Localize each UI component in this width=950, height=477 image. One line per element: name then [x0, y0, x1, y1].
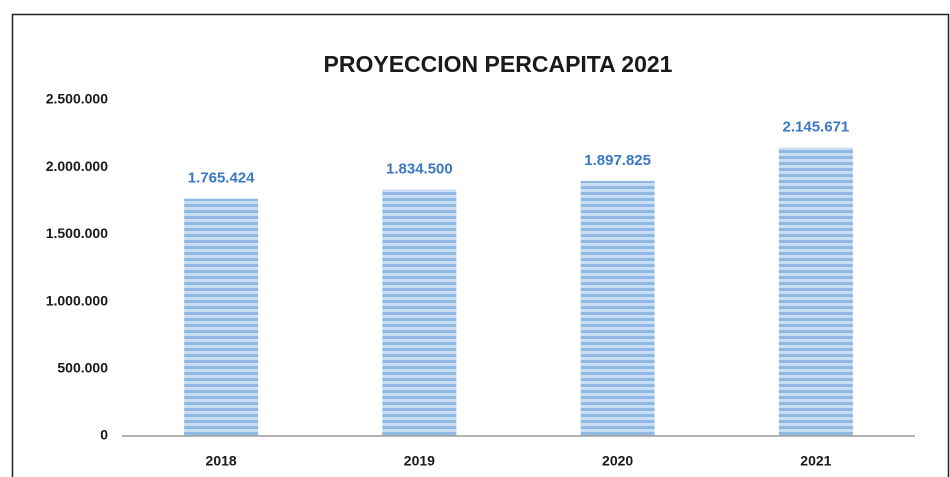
bar — [382, 189, 457, 436]
x-tick-label: 2020 — [602, 453, 633, 469]
y-tick-label: 1.500.000 — [46, 225, 108, 241]
y-tick-label: 2.000.000 — [46, 158, 108, 174]
data-label: 1.765.424 — [188, 170, 255, 187]
data-label: 1.897.825 — [584, 152, 651, 169]
y-tick-label: 0 — [100, 427, 108, 443]
bar — [778, 147, 853, 436]
x-tick-label: 2021 — [800, 453, 831, 469]
y-tick-label: 2.500.000 — [46, 91, 108, 107]
data-label: 1.834.500 — [386, 160, 453, 177]
chart-title: PROYECCION PERCAPITA 2021 — [324, 51, 673, 77]
y-tick-label: 500.000 — [57, 360, 108, 376]
data-label: 2.145.671 — [783, 119, 850, 136]
chart-border — [11, 13, 950, 477]
bar — [580, 180, 655, 436]
y-tick-label: 1.000.000 — [46, 292, 108, 308]
x-tick-label: 2018 — [206, 453, 237, 469]
x-tick-label: 2019 — [404, 453, 435, 469]
bar — [184, 198, 259, 436]
